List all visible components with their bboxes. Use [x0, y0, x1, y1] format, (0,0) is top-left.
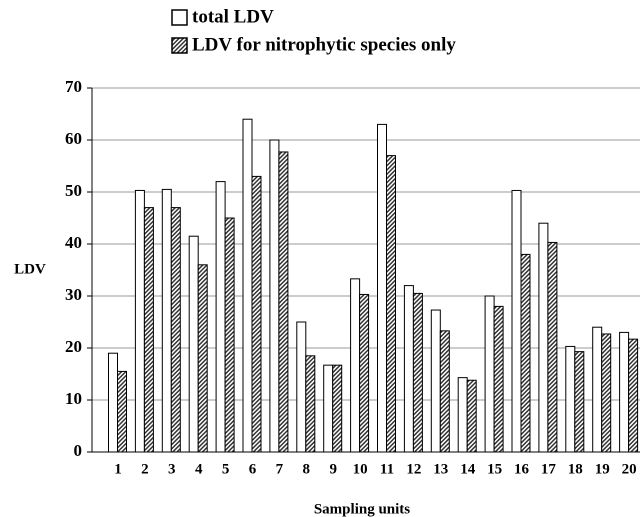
bar	[377, 123, 387, 453]
bar	[412, 292, 423, 453]
bar	[117, 370, 127, 453]
x-tick-label: 6	[249, 461, 257, 477]
bar	[484, 295, 495, 453]
y-tick-label: 50	[65, 181, 82, 200]
x-tick-label: 10	[353, 461, 368, 477]
bar	[511, 189, 522, 453]
bar	[520, 253, 531, 453]
bar	[197, 264, 208, 453]
bar	[359, 293, 370, 453]
x-tick-label: 7	[276, 461, 284, 477]
legend: total LDV LDV for nitrophytic species onl…	[171, 6, 456, 55]
x-tick-label: 17	[541, 461, 557, 477]
x-tick-label: 4	[195, 461, 203, 477]
x-tick-label: 16	[514, 461, 530, 477]
bar	[332, 364, 343, 453]
x-tick-label: 12	[406, 461, 421, 477]
y-tick-label: 40	[65, 233, 82, 252]
x-tick-label: 1	[114, 461, 122, 477]
y-tick-label: 60	[65, 129, 82, 148]
x-tick-label: 13	[433, 461, 448, 477]
y-tick-label: 30	[65, 285, 82, 304]
legend-swatch	[171, 9, 188, 26]
bar	[386, 155, 396, 453]
bar	[188, 235, 199, 453]
bar	[547, 241, 558, 453]
bar	[350, 278, 361, 453]
x-tick-label: 9	[329, 461, 337, 477]
y-tick-label: 20	[65, 337, 82, 356]
x-tick-label: 3	[168, 461, 176, 477]
bar	[242, 118, 253, 453]
bar	[305, 355, 316, 453]
legend-label: LDV for nitrophytic species only	[192, 34, 456, 55]
bar	[466, 379, 477, 453]
x-tick-label: 14	[460, 461, 476, 477]
x-tick-label: 20	[622, 461, 637, 477]
x-tick-label: 2	[141, 461, 149, 477]
bar	[403, 285, 414, 453]
bar	[161, 188, 172, 453]
bar	[296, 321, 307, 453]
bar	[493, 305, 504, 453]
bar	[224, 217, 235, 453]
bar	[538, 222, 549, 453]
x-axis-label: Sampling units	[314, 501, 410, 517]
legend-label: total LDV	[192, 6, 274, 27]
bar	[108, 352, 118, 453]
y-tick-label: 0	[74, 441, 83, 460]
x-tick-label: 18	[568, 461, 583, 477]
bar	[592, 326, 603, 453]
x-tick-label: 5	[222, 461, 230, 477]
y-axis-label: LDV	[14, 261, 46, 277]
y-tick-label: 10	[65, 389, 82, 408]
x-tick-label: 8	[303, 461, 311, 477]
bar	[574, 351, 585, 453]
x-tick-label: 11	[380, 461, 394, 477]
bar	[143, 207, 154, 453]
bar	[619, 331, 630, 453]
bar	[269, 139, 280, 453]
bar	[278, 151, 289, 453]
bar	[134, 189, 145, 453]
bar	[251, 175, 262, 453]
bar	[457, 377, 468, 453]
bar	[439, 330, 450, 453]
bar	[170, 207, 181, 453]
bar	[628, 338, 639, 453]
bar	[323, 364, 334, 453]
y-tick-label: 70	[65, 77, 82, 96]
x-tick-label: 15	[487, 461, 502, 477]
bar	[215, 181, 226, 453]
bar	[430, 309, 441, 453]
bar	[601, 333, 612, 453]
legend-swatch	[171, 37, 188, 54]
bar	[565, 345, 576, 453]
x-tick-label: 19	[595, 461, 610, 477]
